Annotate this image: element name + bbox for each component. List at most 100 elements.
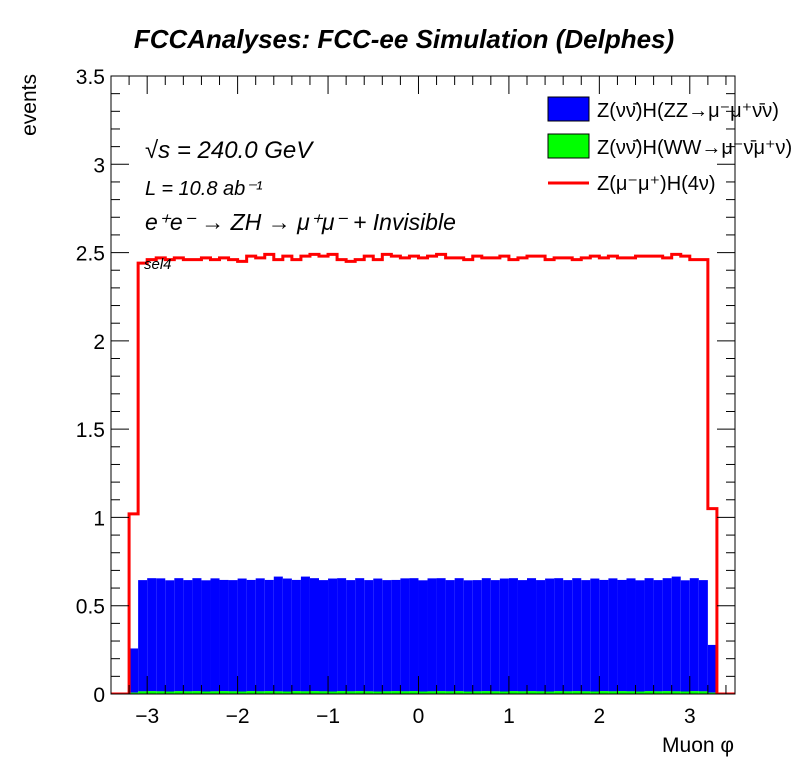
- bar-zz-bin: [382, 580, 392, 692]
- legend: Z(νν̄)H(ZZ→μ⁻μ⁺ν̄ν) Z(νν̄)H(WW→μ⁻ν̄μ⁺ν) …: [547, 96, 792, 195]
- bar-ww-bin: [599, 691, 609, 694]
- bar-zz-bin: [707, 644, 717, 693]
- bar-zz-bin: [418, 580, 428, 692]
- bar-ww-bin: [192, 691, 202, 694]
- bar-ww-bin: [463, 691, 473, 694]
- selection-annotation: sel4: [144, 256, 172, 273]
- bar-ww-bin: [590, 691, 600, 694]
- bar-zz-bin: [346, 580, 356, 692]
- bar-ww-bin: [680, 691, 690, 694]
- bar-ww-bin: [427, 691, 437, 694]
- x-tick-label: −2: [226, 705, 250, 728]
- x-tick-label: −1: [316, 705, 340, 728]
- bar-zz-bin: [282, 578, 292, 692]
- bar-ww-bin: [264, 691, 274, 694]
- bar-zz-bin: [626, 578, 636, 692]
- bar-ww-bin: [291, 691, 301, 694]
- bar-zz-bin: [517, 580, 527, 692]
- bar-zz-bin: [355, 578, 365, 692]
- bar-ww-bin: [536, 691, 546, 694]
- bar-zz-bin: [165, 580, 175, 692]
- bar-ww-bin: [210, 691, 220, 694]
- bar-ww-bin: [409, 691, 419, 694]
- bar-zz-bin: [201, 580, 211, 692]
- y-tick-label: 2: [93, 331, 105, 354]
- bar-zz-bin: [662, 578, 672, 692]
- y-tick-label: 1.5: [76, 419, 105, 442]
- bar-zz-bin: [409, 578, 419, 692]
- bar-ww-bin: [309, 691, 319, 694]
- legend-entry-zz: Z(νν̄)H(ZZ→μ⁻μ⁺ν̄ν): [597, 100, 779, 122]
- bar-ww-bin: [527, 691, 537, 694]
- process-annotation: e⁺e⁻ → ZH → μ⁺μ⁻ + Invisible: [145, 209, 456, 235]
- stacked-bars: [129, 576, 717, 694]
- bar-zz-bin: [129, 648, 139, 693]
- bar-ww-bin: [572, 691, 582, 694]
- bar-ww-bin: [346, 691, 356, 694]
- y-tick-label: 3.5: [76, 66, 105, 89]
- legend-swatch-ww: [547, 133, 590, 159]
- bar-ww-bin: [499, 691, 509, 694]
- bar-zz-bin: [472, 580, 482, 692]
- bar-ww-bin: [228, 691, 238, 694]
- bar-ww-bin: [689, 691, 699, 694]
- bar-ww-bin: [490, 691, 500, 694]
- bar-zz-bin: [427, 578, 437, 692]
- bar-ww-bin: [282, 691, 292, 694]
- x-axis: −3 −2 −1 0 1 2 3: [110, 76, 727, 728]
- bar-ww-bin: [174, 691, 184, 694]
- bar-zz-bin: [192, 578, 202, 692]
- bar-zz-bin: [671, 576, 681, 692]
- bar-zz-bin: [463, 580, 473, 692]
- chart-title: FCCAnalyses: FCC-ee Simulation (Delphes): [134, 24, 674, 54]
- bar-ww-bin: [237, 691, 247, 694]
- bar-zz-bin: [273, 576, 283, 692]
- luminosity-annotation: L = 10.8 ab⁻¹: [145, 178, 263, 200]
- legend-entry-ww: Z(νν̄)H(WW→μ⁻ν̄μ⁺ν): [597, 137, 792, 159]
- x-tick-label: 0: [413, 705, 425, 728]
- bar-ww-bin: [147, 691, 157, 694]
- bar-zz-bin: [572, 578, 582, 692]
- bar-ww-bin: [255, 691, 265, 694]
- bar-ww-bin: [391, 691, 401, 694]
- bar-ww-bin: [653, 691, 663, 694]
- bar-zz-bin: [219, 579, 229, 692]
- bar-zz-bin: [481, 578, 491, 692]
- bar-zz-bin: [183, 580, 193, 692]
- bar-ww-bin: [319, 691, 329, 694]
- bar-ww-bin: [337, 691, 347, 694]
- bar-zz-bin: [373, 578, 383, 692]
- bar-ww-bin: [472, 691, 482, 694]
- bar-zz-bin: [337, 578, 347, 692]
- bar-zz-bin: [454, 578, 464, 692]
- bar-ww-bin: [554, 691, 564, 694]
- bar-zz-bin: [400, 578, 410, 692]
- bar-zz-bin: [364, 580, 374, 692]
- bar-ww-bin: [617, 691, 627, 694]
- bar-zz-bin: [680, 580, 690, 692]
- y-tick-label: 1: [93, 507, 105, 530]
- bar-ww-bin: [481, 691, 491, 694]
- bar-zz-bin: [554, 578, 564, 692]
- bar-ww-bin: [382, 691, 392, 694]
- bar-zz-bin: [581, 580, 591, 692]
- x-axis-label: Muon φ: [662, 734, 734, 757]
- bar-ww-bin: [517, 691, 527, 694]
- bar-ww-bin: [563, 691, 573, 694]
- bar-zz-bin: [653, 580, 663, 692]
- legend-entry-4nu: Z(μ⁻μ⁺)H(4ν): [597, 173, 716, 195]
- bar-zz-bin: [617, 579, 627, 692]
- bar-ww-bin: [707, 692, 717, 694]
- bar-zz-bin: [445, 580, 455, 692]
- bar-ww-bin: [445, 691, 455, 694]
- bar-zz-bin: [391, 579, 401, 692]
- bar-ww-bin: [138, 691, 148, 694]
- plot-frame: [110, 75, 736, 695]
- bar-zz-bin: [309, 578, 319, 692]
- bar-zz-bin: [255, 578, 265, 692]
- bar-ww-bin: [219, 691, 229, 694]
- bar-zz-bin: [499, 578, 509, 692]
- bar-ww-bin: [454, 691, 464, 694]
- bar-zz-bin: [147, 578, 157, 692]
